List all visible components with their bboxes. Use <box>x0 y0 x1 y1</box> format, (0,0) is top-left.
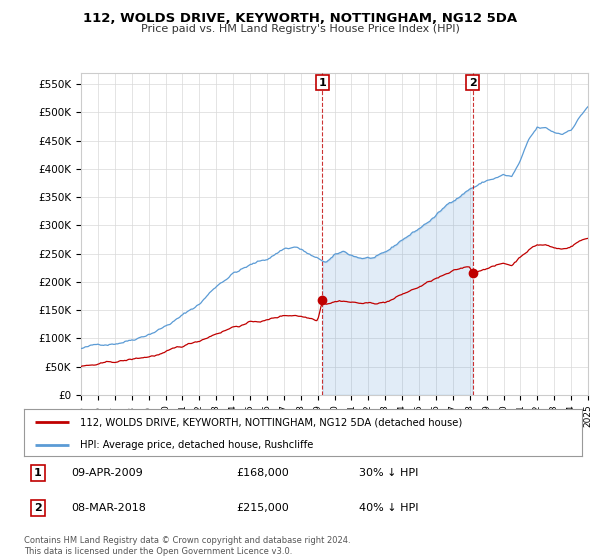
Text: 40% ↓ HPI: 40% ↓ HPI <box>359 503 418 513</box>
Text: 112, WOLDS DRIVE, KEYWORTH, NOTTINGHAM, NG12 5DA (detached house): 112, WOLDS DRIVE, KEYWORTH, NOTTINGHAM, … <box>80 417 462 427</box>
Text: Price paid vs. HM Land Registry's House Price Index (HPI): Price paid vs. HM Land Registry's House … <box>140 24 460 34</box>
Text: HPI: Average price, detached house, Rushcliffe: HPI: Average price, detached house, Rush… <box>80 440 313 450</box>
Text: 112, WOLDS DRIVE, KEYWORTH, NOTTINGHAM, NG12 5DA: 112, WOLDS DRIVE, KEYWORTH, NOTTINGHAM, … <box>83 12 517 25</box>
Text: £168,000: £168,000 <box>236 468 289 478</box>
Text: 30% ↓ HPI: 30% ↓ HPI <box>359 468 418 478</box>
Text: 08-MAR-2018: 08-MAR-2018 <box>71 503 146 513</box>
Text: 2: 2 <box>34 503 42 513</box>
Text: £215,000: £215,000 <box>236 503 289 513</box>
Text: 2: 2 <box>469 78 476 87</box>
Text: 1: 1 <box>318 78 326 87</box>
Text: 1: 1 <box>34 468 42 478</box>
Text: Contains HM Land Registry data © Crown copyright and database right 2024.
This d: Contains HM Land Registry data © Crown c… <box>24 536 350 556</box>
Text: 09-APR-2009: 09-APR-2009 <box>71 468 143 478</box>
